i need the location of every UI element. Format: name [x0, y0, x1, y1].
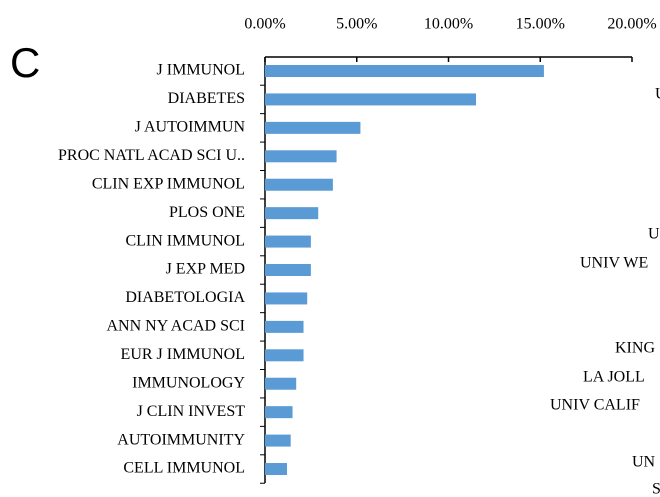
neighbor-label: U	[648, 226, 660, 243]
y-tick-label: CLIN EXP IMMUNOL	[92, 175, 245, 192]
neighbor-label: S	[652, 481, 660, 497]
bar	[265, 178, 333, 191]
neighbor-label: UNIV CALIF	[550, 397, 640, 414]
y-tick-label: J CLIN INVEST	[137, 403, 246, 420]
neighbor-label: KING	[615, 340, 655, 357]
bar	[265, 264, 311, 277]
neighbor-label: LA JOLL	[583, 369, 645, 386]
bar	[265, 377, 297, 390]
y-tick-label: PROC NATL ACAD SCI U..	[58, 147, 245, 164]
bar	[265, 235, 311, 248]
x-tick-label: 0.00%	[244, 16, 285, 33]
x-tick-label: 20.00%	[607, 16, 656, 33]
bar	[265, 65, 544, 77]
bar	[265, 463, 288, 476]
panel-label: C	[10, 39, 40, 86]
y-tick-label: EUR J IMMUNOL	[121, 346, 245, 363]
y-tick-label: ANN NY ACAD SCI	[106, 318, 245, 335]
y-tick-label: IMMUNOLOGY	[132, 374, 245, 391]
y-tick-label: DIABETES	[168, 90, 245, 107]
y-tick-label: AUTOIMMUNITY	[117, 431, 245, 448]
y-tick-label: J IMMUNOL	[157, 62, 245, 79]
y-tick-label: CLIN IMMUNOL	[125, 232, 245, 249]
bar	[265, 207, 319, 220]
neighbor-label: U	[655, 86, 660, 103]
x-tick-label: 10.00%	[424, 16, 473, 33]
bar	[265, 121, 361, 134]
bar	[265, 434, 291, 447]
y-tick-label: CELL IMMUNOL	[123, 460, 245, 477]
neighbor-label: UN	[632, 454, 656, 471]
y-tick-label: DIABETOLOGIA	[125, 289, 245, 306]
x-tick-label: 15.00%	[516, 16, 565, 33]
y-tick-label: J EXP MED	[166, 261, 245, 278]
bar	[265, 320, 304, 333]
bar	[265, 150, 337, 163]
bar	[265, 349, 304, 362]
bar	[265, 406, 293, 419]
y-tick-label: PLOS ONE	[169, 204, 245, 221]
bar	[265, 93, 477, 106]
neighbor-label: UNIV WE	[580, 255, 648, 272]
bar	[265, 292, 308, 305]
y-tick-label: J AUTOIMMUN	[135, 119, 246, 136]
x-tick-label: 5.00%	[336, 16, 377, 33]
